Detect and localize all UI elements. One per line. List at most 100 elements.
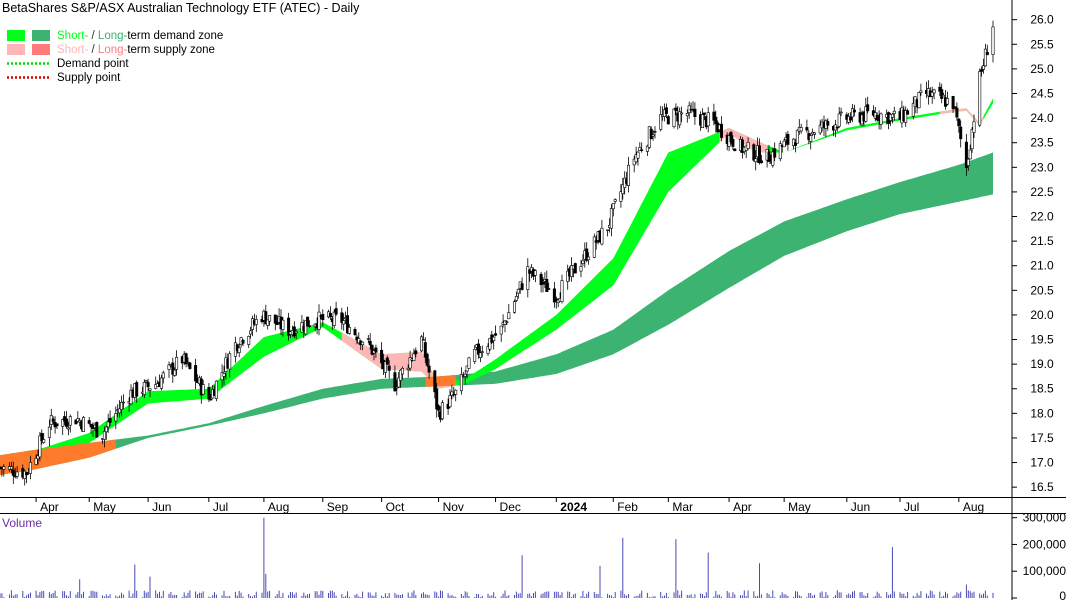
price-candle bbox=[184, 352, 188, 368]
price-candle bbox=[201, 379, 205, 395]
price-candle bbox=[942, 92, 946, 98]
candle-body bbox=[579, 266, 583, 272]
candle-body bbox=[752, 144, 756, 161]
candle-body bbox=[419, 336, 423, 352]
price-candle bbox=[839, 107, 843, 117]
price-candle bbox=[547, 282, 551, 290]
x-tick-label: Dec bbox=[500, 500, 521, 514]
legend-swatch-short bbox=[7, 30, 25, 41]
candle-body bbox=[66, 427, 70, 430]
candle-body bbox=[587, 256, 591, 261]
price-candle bbox=[526, 258, 530, 298]
price-candle bbox=[678, 107, 682, 129]
price-candle bbox=[541, 277, 545, 293]
price-candle bbox=[412, 348, 416, 361]
price-candle bbox=[9, 461, 13, 474]
candle-body bbox=[237, 347, 241, 353]
candle-body bbox=[512, 301, 516, 313]
candle-body bbox=[706, 112, 710, 127]
candle-body bbox=[771, 151, 775, 166]
candle-body bbox=[95, 421, 99, 438]
price-candle bbox=[864, 97, 868, 123]
price-candle bbox=[938, 82, 942, 96]
candle-body bbox=[731, 138, 735, 147]
candle-body bbox=[254, 318, 258, 325]
candle-body bbox=[194, 365, 198, 382]
candle-body bbox=[826, 121, 830, 126]
price-candle bbox=[653, 126, 657, 139]
candle-body bbox=[393, 372, 397, 392]
price-candle bbox=[342, 313, 346, 331]
price-candle bbox=[55, 423, 59, 429]
candle-body bbox=[837, 113, 841, 127]
price-candle bbox=[144, 379, 148, 384]
candle-body bbox=[640, 149, 644, 151]
price-candle bbox=[188, 362, 192, 370]
price-candle bbox=[241, 339, 245, 347]
price-candle bbox=[930, 86, 934, 104]
price-candle bbox=[592, 233, 596, 259]
candle-body bbox=[148, 388, 152, 391]
legend-label-part: term demand zone bbox=[127, 30, 223, 42]
candle-body bbox=[228, 353, 232, 370]
price-candle bbox=[448, 389, 452, 408]
candle-body bbox=[911, 103, 915, 117]
volume-tick-label: 100,000 bbox=[1023, 564, 1066, 578]
candle-body bbox=[334, 308, 338, 315]
price-candle bbox=[476, 339, 480, 359]
price-candle bbox=[120, 395, 124, 417]
price-candle bbox=[533, 269, 537, 283]
price-candle bbox=[619, 183, 623, 208]
candle-body bbox=[467, 357, 471, 369]
price-candle bbox=[957, 117, 961, 133]
price-candle bbox=[306, 316, 310, 327]
price-candle bbox=[659, 106, 663, 132]
price-candle bbox=[966, 157, 970, 171]
candle-body bbox=[638, 147, 642, 151]
price-candle bbox=[154, 376, 158, 390]
candle-body bbox=[397, 377, 401, 388]
price-candle bbox=[666, 114, 670, 125]
y-tick-label: 20.5 bbox=[1030, 283, 1054, 297]
long-term-demand-zone bbox=[0, 152, 993, 475]
candle-body bbox=[437, 405, 441, 411]
candle-body bbox=[664, 107, 668, 114]
price-candle bbox=[395, 380, 399, 396]
candle-body bbox=[306, 316, 310, 327]
x-tick-label: 2024 bbox=[560, 500, 587, 514]
candle-body bbox=[342, 320, 346, 325]
price-candle bbox=[613, 198, 617, 204]
candle-body bbox=[368, 340, 372, 346]
candle-body bbox=[585, 248, 589, 261]
candle-body bbox=[159, 377, 163, 389]
price-candle bbox=[51, 416, 55, 425]
candle-body bbox=[795, 129, 799, 144]
candle-body bbox=[600, 227, 604, 245]
candle-body bbox=[273, 314, 277, 324]
price-candle bbox=[268, 314, 272, 326]
candle-body bbox=[526, 266, 530, 290]
x-tick-label: Apr bbox=[733, 500, 752, 514]
y-tick-label: 20.0 bbox=[1030, 308, 1054, 322]
price-candle bbox=[786, 131, 790, 151]
candle-body bbox=[25, 471, 29, 476]
y-tick-label: 23.0 bbox=[1030, 160, 1054, 174]
candle-body bbox=[636, 151, 640, 159]
candle-body bbox=[135, 382, 139, 397]
price-candle bbox=[214, 380, 218, 402]
price-candle bbox=[985, 44, 989, 56]
price-candle bbox=[520, 277, 524, 291]
price-candle bbox=[486, 343, 490, 356]
price-candle bbox=[414, 347, 418, 358]
price-candle bbox=[759, 154, 763, 164]
candle-body bbox=[852, 109, 856, 113]
candle-body bbox=[700, 114, 704, 128]
candle-body bbox=[955, 107, 959, 118]
candle-body bbox=[754, 158, 758, 163]
price-candle bbox=[114, 406, 118, 430]
price-candle bbox=[611, 203, 615, 217]
candle-body bbox=[2, 466, 6, 470]
candle-body bbox=[626, 164, 630, 186]
